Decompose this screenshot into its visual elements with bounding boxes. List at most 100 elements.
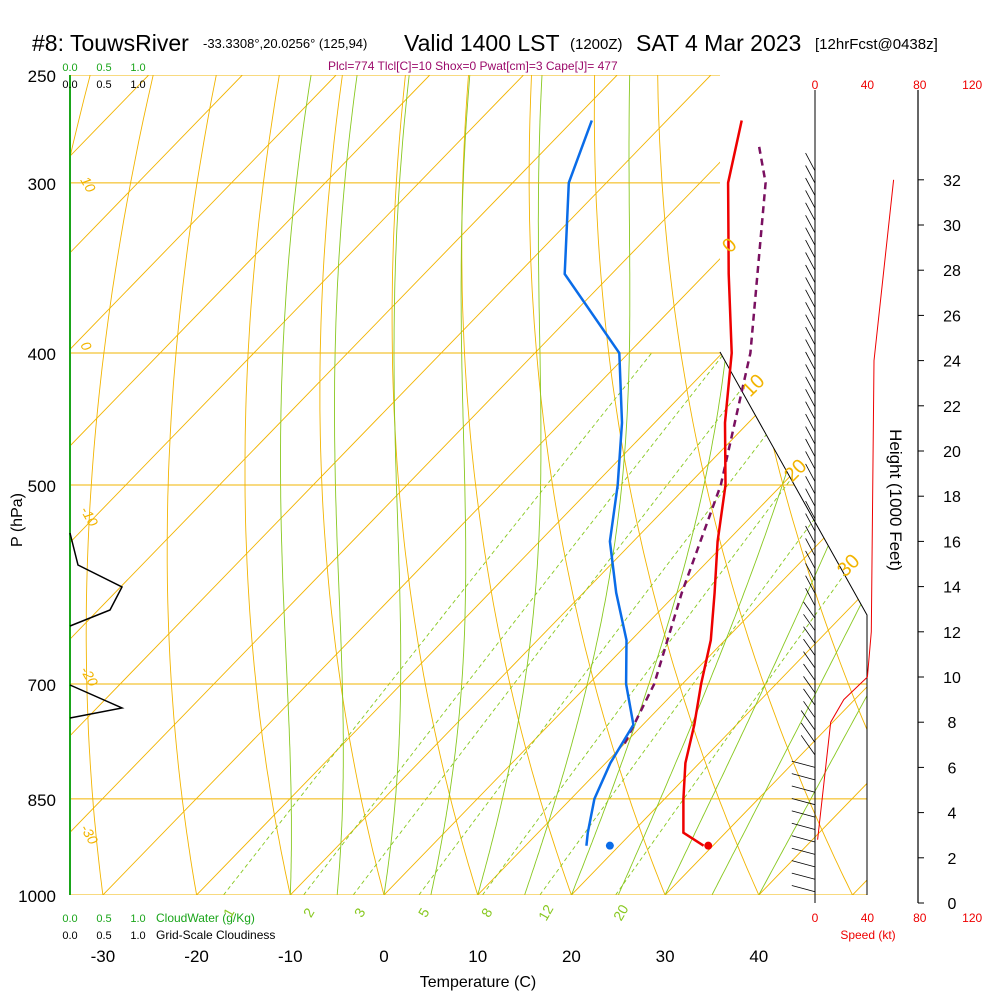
dry-adiabat-label: 10 [77, 174, 99, 196]
valid-time: Valid 1400 LST [404, 30, 560, 56]
height-tick-label: 24 [943, 354, 961, 371]
wind-barb [791, 860, 816, 868]
wind-barb [805, 177, 816, 196]
wind-barb [791, 785, 816, 793]
wind-barb [791, 847, 816, 855]
wind-barb [803, 601, 816, 619]
isotherm [852, 75, 867, 895]
moist-adiabat-label: 30 [833, 550, 864, 581]
wind-speed-tick-label: 120 [962, 911, 982, 925]
wind-speed-tick-label: 80 [913, 78, 927, 92]
cloudiness-tick-label: 0.0 [62, 79, 77, 91]
temperature-trace [682, 120, 743, 847]
cloudiness-label: Grid-Scale Cloudiness [156, 928, 275, 942]
height-tick-label: 10 [943, 670, 961, 687]
wind-barb [805, 488, 816, 507]
wind-barb [805, 277, 816, 296]
height-tick-label: 12 [943, 625, 961, 642]
moist-adiabat-label: 10 [738, 370, 769, 401]
wind-barb [805, 401, 816, 420]
wind-barb [805, 575, 816, 594]
valid-zulu: (1200Z) [570, 36, 623, 53]
wind-barb [805, 264, 816, 283]
cloudiness-tick-label: 0.5 [96, 930, 111, 942]
isotherm [70, 75, 431, 895]
dry-adiabat [319, 75, 385, 895]
parcel-trace [623, 141, 767, 745]
wind-barb [805, 376, 816, 395]
dry-adiabat [391, 75, 479, 895]
height-tick-label: 22 [943, 399, 961, 416]
cloudiness-tick-label: 1.0 [130, 930, 145, 942]
height-tick-label: 30 [943, 218, 961, 235]
wind-barb [803, 676, 816, 694]
mixing-ratio-line [223, 352, 653, 895]
wind-barb [791, 810, 816, 818]
temperature-tick-label: -10 [278, 947, 303, 966]
wind-barb [805, 215, 816, 234]
wind-barb [803, 651, 816, 669]
cloudwater-label: CloudWater (g/Kg) [156, 911, 255, 925]
wind-barb [803, 614, 816, 631]
wind-barb [791, 773, 816, 781]
mixing-ratio-label: 8 [478, 905, 496, 920]
cloudwater-tick-label: 1.0 [130, 62, 145, 74]
moist-adiabat [430, 75, 471, 895]
wind-barb [805, 364, 816, 383]
height-tick-label: 8 [948, 715, 957, 732]
wind-speed-label: Speed (kt) [840, 928, 895, 942]
moist-adiabat [383, 75, 410, 895]
wind-barb [791, 835, 816, 843]
forecast-info: [12hrFcst@0438z] [815, 36, 938, 53]
wind-barb [805, 314, 816, 333]
dry-adiabat-label: -20 [77, 664, 101, 690]
sounding-parameters: Plcl=774 Tlcl[C]=10 Shox=0 Pwat[cm]=3 Ca… [328, 59, 618, 73]
cloudwater-tick-label: 0.0 [62, 62, 77, 74]
wind-barb [805, 451, 816, 470]
wind-barb [805, 190, 816, 209]
height-tick-label: 26 [943, 308, 961, 325]
dry-adiabat [85, 75, 160, 895]
wind-barb [803, 688, 816, 706]
pressure-tick-label: 700 [28, 676, 56, 695]
moist-adiabat [524, 75, 631, 895]
valid-date: SAT 4 Mar 2023 [636, 30, 802, 56]
pressure-tick-label: 500 [28, 477, 56, 496]
cloudiness-trace [69, 532, 124, 627]
wind-speed-tick-label: 80 [913, 911, 927, 925]
mixing-ratio-line [539, 352, 867, 895]
temperature-tick-label: 0 [379, 947, 388, 966]
wind-barb [805, 413, 816, 432]
height-axis-label: Height (1000 Feet) [886, 429, 905, 571]
wind-barb [803, 701, 816, 718]
moist-adiabat [758, 75, 867, 895]
wind-barb [800, 710, 816, 731]
dry-adiabat [461, 75, 572, 895]
moist-adiabat [334, 75, 358, 895]
wind-barb [805, 513, 816, 532]
wind-barb [805, 550, 816, 569]
moist-adiabat [280, 75, 312, 895]
temperature-tick-label: 10 [468, 947, 487, 966]
pressure-tick-label: 400 [28, 345, 56, 364]
wind-barb [791, 885, 816, 893]
wind-barb [791, 822, 816, 830]
isotherm [477, 75, 867, 895]
wind-barb [805, 389, 816, 408]
wind-barb [803, 663, 816, 681]
height-tick-label: 18 [943, 489, 961, 506]
wind-barb [800, 722, 816, 743]
wind-barb [800, 735, 816, 756]
temperature-tick-label: 40 [749, 947, 768, 966]
surface-temperature-dot [704, 841, 713, 850]
diagram-lines [70, 75, 867, 895]
wind-barb [803, 638, 816, 656]
height-tick-label: 6 [948, 760, 957, 777]
station-title: #8: TouwsRiver [32, 30, 189, 56]
temperature-tick-label: 30 [656, 947, 675, 966]
cloudwater-tick-label: 0.5 [96, 913, 111, 925]
height-tick-label: 20 [943, 444, 961, 461]
wind-barb [791, 872, 816, 880]
isotherm [664, 75, 867, 895]
